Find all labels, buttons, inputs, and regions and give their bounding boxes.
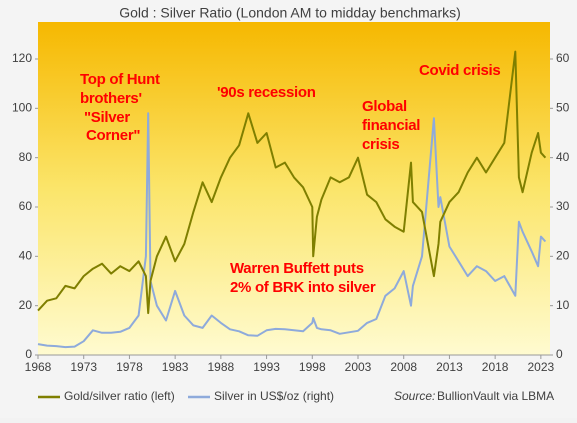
annotation: financial xyxy=(362,117,420,134)
legend-label: Silver in US$/oz (right) xyxy=(214,389,334,403)
y-tick-label: 20 xyxy=(19,298,33,312)
y2-tick-label: 50 xyxy=(556,101,570,115)
x-tick-label: 2018 xyxy=(482,360,509,374)
x-tick-label: 2003 xyxy=(345,360,372,374)
x-tick-label: 2023 xyxy=(528,360,555,374)
annotation: brothers' xyxy=(80,90,142,107)
x-tick-label: 1978 xyxy=(116,360,143,374)
y-tick-label: 0 xyxy=(25,347,32,361)
y-tick-label: 40 xyxy=(19,249,33,263)
y-tick-label: 60 xyxy=(19,199,33,213)
annotation: '90s recession xyxy=(217,84,316,101)
x-tick-label: 1968 xyxy=(25,360,52,374)
source-label: Source: xyxy=(394,389,435,403)
annotation: Covid crisis xyxy=(419,62,500,79)
y2-tick-label: 20 xyxy=(556,249,570,263)
y2-tick-label: 0 xyxy=(556,347,563,361)
y-tick-label: 80 xyxy=(19,150,33,164)
x-tick-label: 2008 xyxy=(390,360,417,374)
y-tick-label: 100 xyxy=(12,101,32,115)
y2-tick-label: 40 xyxy=(556,150,570,164)
x-tick-label: 1983 xyxy=(162,360,189,374)
annotation: crisis xyxy=(362,136,399,153)
annotation: Warren Buffett puts xyxy=(230,260,364,277)
annotation: Top of Hunt xyxy=(80,71,160,88)
x-tick-label: 1993 xyxy=(253,360,280,374)
x-tick-label: 2013 xyxy=(436,360,463,374)
chart-title: Gold : Silver Ratio (London AM to midday… xyxy=(119,5,461,21)
y2-tick-label: 10 xyxy=(556,298,570,312)
annotation: 2% of BRK into silver xyxy=(230,279,376,296)
y2-tick-label: 30 xyxy=(556,199,570,213)
annotation: Global xyxy=(362,98,407,115)
series-line xyxy=(37,50,547,315)
annotation: Corner" xyxy=(86,127,140,144)
source: BullionVault via LBMA xyxy=(437,389,554,403)
y-tick-label: 120 xyxy=(12,51,32,65)
annotation: "Silver xyxy=(84,109,130,126)
legend-label: Gold/silver ratio (left) xyxy=(64,389,175,403)
x-tick-label: 1988 xyxy=(208,360,235,374)
plot-area xyxy=(38,22,550,355)
x-tick-label: 1973 xyxy=(70,360,97,374)
y2-tick-label: 60 xyxy=(556,51,570,65)
series-line xyxy=(37,112,547,349)
x-tick-label: 1998 xyxy=(299,360,326,374)
